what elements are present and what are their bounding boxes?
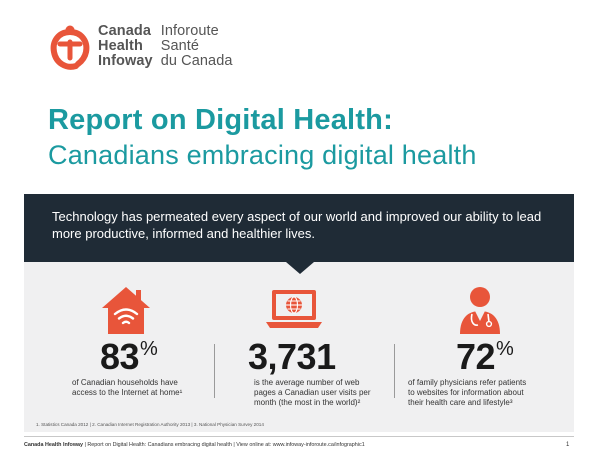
logo-en-line: Infoway bbox=[98, 53, 153, 69]
stat-web-pages: 3,731 is the average number of web pages… bbox=[214, 262, 394, 412]
stats-panel: 83% of Canadian households have access t… bbox=[24, 262, 574, 432]
stat-divider bbox=[214, 344, 215, 398]
logo-fr-line: Inforoute bbox=[160, 23, 219, 39]
footer-text: | Report on Digital Health: Canadians em… bbox=[83, 442, 365, 448]
stat-value: 72% bbox=[456, 336, 514, 378]
logo-en-line: Canada bbox=[98, 23, 151, 39]
stat-number: 3,731 bbox=[248, 336, 336, 377]
logo-english-name: Canada Health Infoway bbox=[98, 24, 153, 69]
logo-en-line: Health bbox=[98, 38, 143, 54]
infoway-logo: Canada Health Infoway Inforoute Santé du… bbox=[48, 24, 233, 72]
logo-fr-line: Santé bbox=[160, 38, 200, 54]
house-wifi-icon bbox=[100, 284, 152, 336]
page-number: 1 bbox=[566, 442, 570, 448]
stat-number: 83 bbox=[100, 336, 140, 377]
desc-line: month (the most in the world)² bbox=[254, 398, 361, 407]
intro-banner: Technology has permeated every aspect of… bbox=[24, 194, 574, 262]
stat-internet-access: 83% of Canadian households have access t… bbox=[24, 262, 214, 412]
desc-line: of family physicians refer patients bbox=[408, 378, 527, 387]
stat-description: of family physicians refer patients to w… bbox=[408, 378, 526, 408]
desc-line: is the average number of web bbox=[254, 378, 360, 387]
desc-line: of Canadian households have bbox=[72, 378, 178, 387]
infoway-logo-icon bbox=[48, 24, 92, 72]
physician-icon bbox=[456, 284, 504, 336]
banner-pointer bbox=[286, 262, 314, 274]
desc-line: to websites for information about bbox=[408, 388, 524, 397]
footnotes: 1. Statistics Canada 2012 | 2. Canadian … bbox=[36, 422, 264, 427]
stat-description: of Canadian households have access to th… bbox=[72, 378, 182, 398]
stat-suffix: % bbox=[140, 338, 158, 360]
logo-fr-line: du Canada bbox=[160, 53, 233, 69]
page-subtitle: Canadians embracing digital health bbox=[48, 140, 477, 170]
desc-line: pages a Canadian user visits per bbox=[254, 388, 371, 397]
desc-line: their health care and lifestyle³ bbox=[408, 398, 513, 407]
page-footer: Canada Health Infoway | Report on Digita… bbox=[24, 442, 365, 448]
page-title: Report on Digital Health: bbox=[48, 104, 393, 136]
stat-value: 83% bbox=[100, 336, 158, 378]
stat-suffix: % bbox=[496, 338, 514, 360]
stat-description: is the average number of web pages a Can… bbox=[254, 378, 371, 408]
footer-divider bbox=[24, 436, 574, 437]
laptop-globe-icon bbox=[264, 284, 324, 336]
footer-org: Canada Health Infoway bbox=[24, 442, 84, 448]
stat-number: 72 bbox=[456, 336, 496, 377]
logo-french-name: Inforoute Santé du Canada bbox=[161, 24, 233, 69]
stat-divider bbox=[394, 344, 395, 398]
banner-text: Technology has permeated every aspect of… bbox=[52, 209, 542, 241]
desc-line: access to the Internet at home¹ bbox=[72, 388, 183, 397]
stat-value: 3,731 bbox=[248, 336, 336, 378]
stat-physician-referrals: 72% of family physicians refer patients … bbox=[394, 262, 574, 412]
